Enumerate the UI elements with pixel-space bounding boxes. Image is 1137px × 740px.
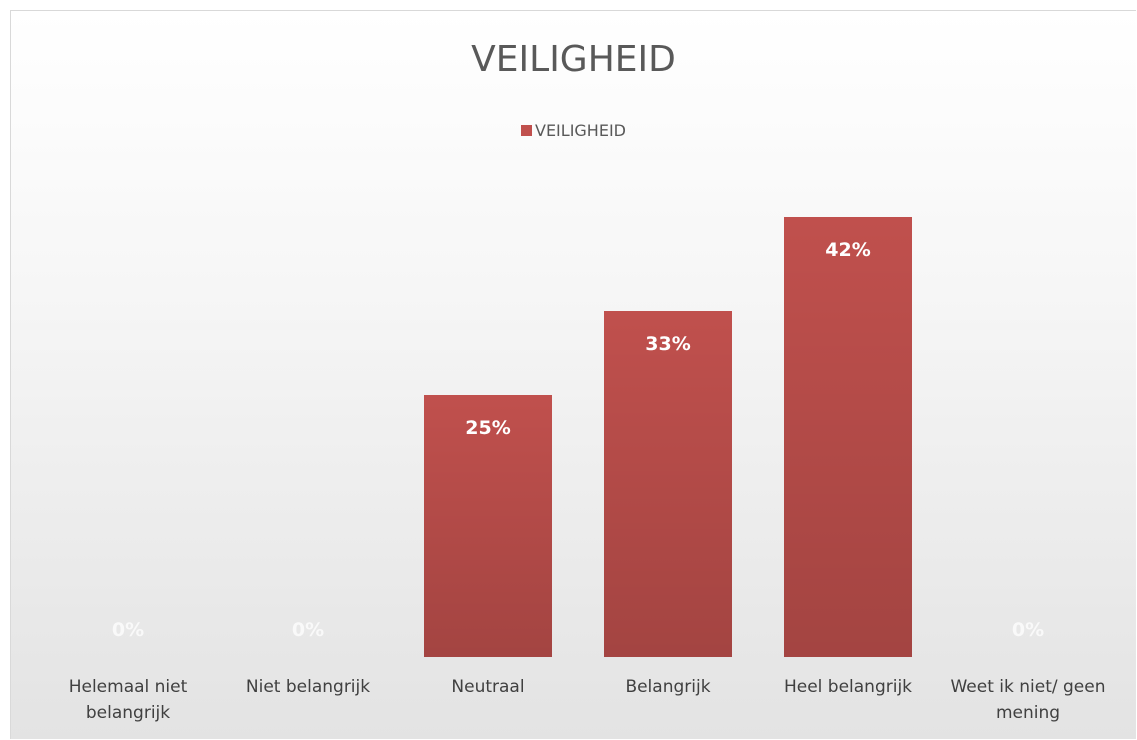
legend: VEILIGHEID (11, 121, 1136, 140)
value-label: 0% (291, 619, 325, 641)
x-tick-label: Heel belangrijk (783, 677, 913, 697)
chart-title: VEILIGHEID (471, 39, 676, 80)
legend-swatch (521, 125, 532, 136)
value-label: 0% (1011, 619, 1045, 641)
x-tick-label: Niet belangrijk (245, 677, 371, 697)
bar (604, 311, 732, 657)
bar (784, 217, 912, 657)
value-label: 33% (645, 333, 691, 356)
x-tick-label: Neutraal (451, 677, 525, 697)
value-label: 25% (465, 417, 511, 440)
legend-label: VEILIGHEID (535, 121, 626, 140)
chart: VEILIGHEID VEILIGHEID 0% Helemaal niet be… (10, 10, 1136, 739)
x-tick-label: Weet ik niet/ geen mening (950, 677, 1106, 723)
bar (424, 395, 552, 657)
value-label: 42% (825, 239, 871, 261)
x-tick-label: Helemaal niet belangrijk (68, 677, 188, 723)
value-label: 0% (111, 619, 145, 641)
x-tick-label: Belangrijk (625, 677, 711, 697)
